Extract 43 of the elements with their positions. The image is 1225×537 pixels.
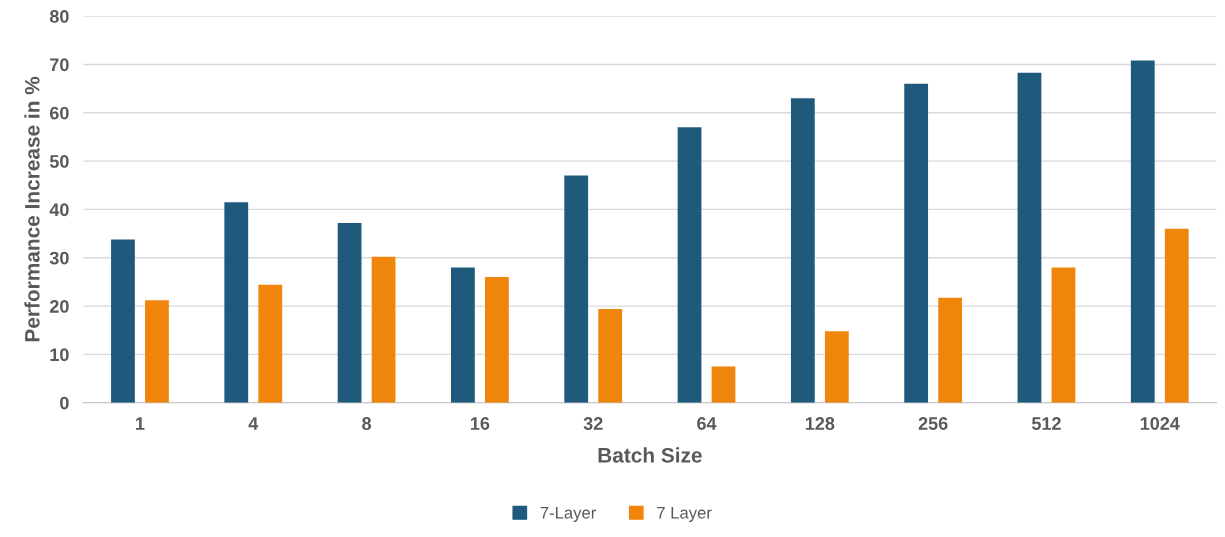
x-tick-label: 512 [1031, 417, 1061, 430]
y-tick-label: 20 [49, 300, 69, 313]
bar [1017, 72, 1042, 403]
bar [904, 83, 929, 403]
bar [598, 308, 623, 403]
bar [938, 297, 963, 403]
bar [1130, 60, 1155, 403]
x-tick-label: 32 [583, 417, 603, 430]
x-tick-label: 16 [470, 417, 490, 430]
bar [337, 222, 362, 403]
bar [1051, 267, 1076, 403]
x-tick-label: 128 [805, 417, 835, 430]
y-tick-label: 60 [49, 106, 69, 120]
x-axis-title: Batch Size [598, 447, 702, 463]
legend-label: 7-Layer [540, 507, 597, 522]
bar [224, 202, 249, 403]
bar [1164, 228, 1189, 403]
bar [711, 366, 736, 403]
bar [451, 267, 475, 403]
x-tick-label: 1 [136, 417, 145, 430]
y-tick-label: 40 [49, 203, 69, 217]
bar [484, 277, 509, 403]
x-tick-label: 8 [362, 417, 372, 430]
y-tick-label: 80 [49, 10, 69, 23]
bar [824, 331, 849, 403]
y-tick-label: 0 [60, 396, 69, 410]
bar [564, 175, 589, 403]
bar [677, 127, 702, 403]
y-tick-label: 10 [50, 348, 69, 362]
bar [258, 284, 283, 403]
x-tick-label: 1024 [1140, 417, 1180, 430]
y-tick-label: 50 [49, 155, 69, 168]
y-tick-label: 30 [49, 251, 69, 265]
y-tick-label: 70 [50, 58, 69, 72]
x-tick-label: 4 [248, 417, 259, 430]
bar [371, 256, 396, 403]
x-tick-label: 256 [918, 417, 948, 430]
x-tick-label: 64 [697, 417, 717, 430]
y-axis-title: Performance Increase in % [24, 76, 40, 342]
legend-label: 7 Layer [657, 507, 712, 522]
bar [111, 239, 135, 403]
bar [790, 98, 815, 403]
bar [145, 300, 169, 403]
